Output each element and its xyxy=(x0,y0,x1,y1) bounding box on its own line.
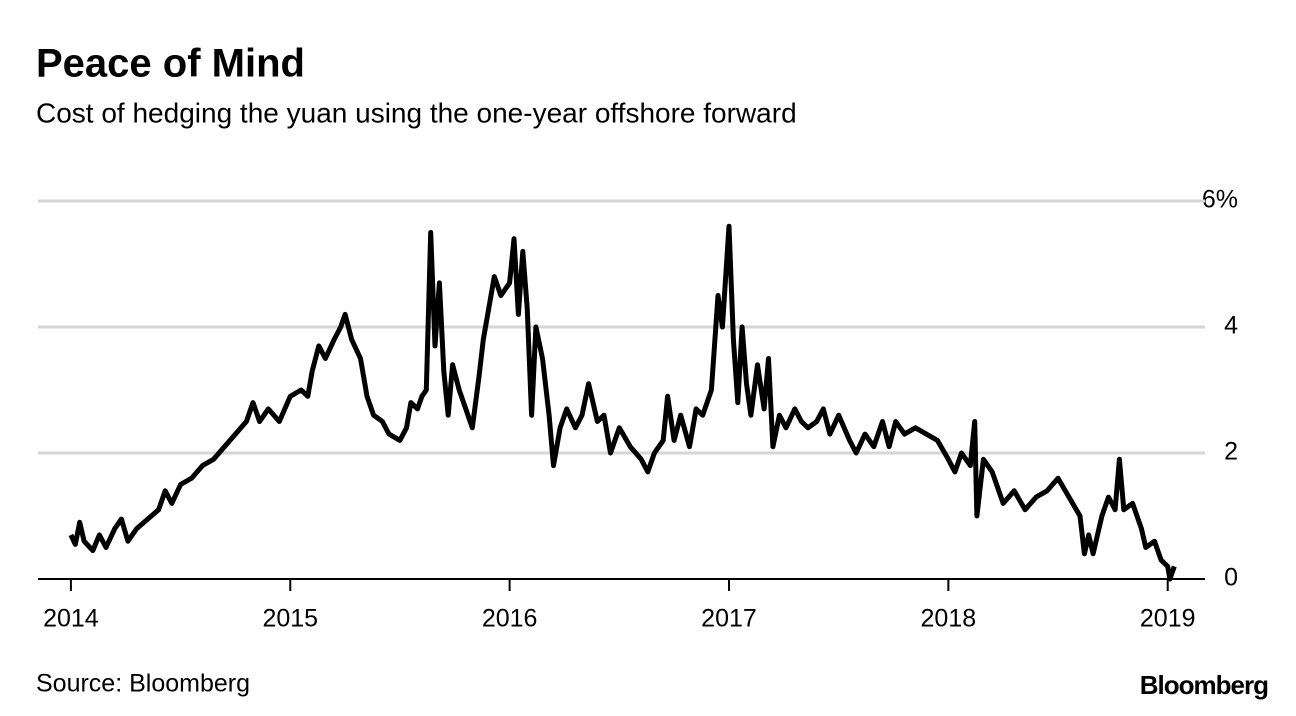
chart-title: Peace of Mind xyxy=(36,42,305,86)
x-tick-label: 2014 xyxy=(43,605,99,633)
line xyxy=(68,223,1177,582)
x-tick-label: 2019 xyxy=(1140,605,1196,633)
x-tick-label: 2015 xyxy=(262,605,318,633)
y-tick-label: 0 xyxy=(1224,564,1238,592)
y-tick-label: 6% xyxy=(1202,186,1238,214)
x-tick-label: 2017 xyxy=(701,605,757,633)
chart-subtitle: Cost of hedging the yuan using the one-y… xyxy=(36,97,797,128)
source: Source: Bloomberg xyxy=(36,670,250,698)
y-tick-label: 4 xyxy=(1224,312,1238,340)
y-tick-label: 2 xyxy=(1224,438,1238,466)
brand: Bloomberg xyxy=(1140,670,1268,700)
x-tick-label: 2016 xyxy=(482,605,538,633)
x-tick-label: 2018 xyxy=(921,605,977,633)
